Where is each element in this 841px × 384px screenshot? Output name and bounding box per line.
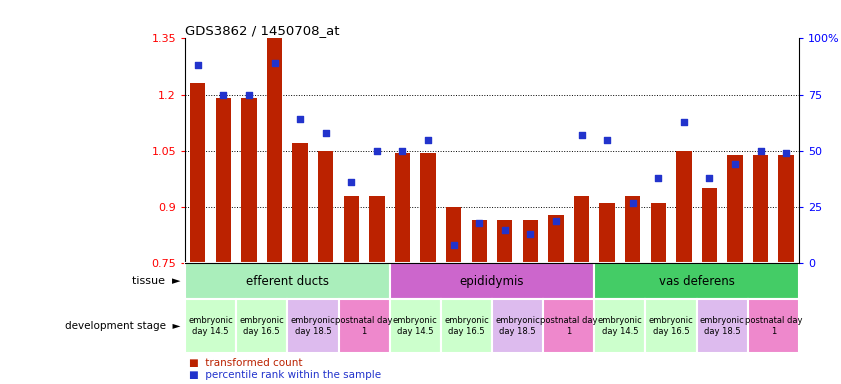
Point <box>728 161 742 167</box>
Text: tissue  ►: tissue ► <box>132 276 181 286</box>
Point <box>549 217 563 223</box>
Bar <box>338 299 389 353</box>
Point <box>626 199 639 205</box>
Point <box>498 227 511 233</box>
Point <box>652 175 665 181</box>
Bar <box>595 299 645 353</box>
Point <box>294 116 307 122</box>
Point <box>370 148 383 154</box>
Text: epididymis: epididymis <box>460 275 524 288</box>
Point <box>600 136 614 142</box>
Text: ■  percentile rank within the sample: ■ percentile rank within the sample <box>189 370 381 380</box>
Bar <box>185 299 236 353</box>
Text: ■  transformed count: ■ transformed count <box>189 358 303 367</box>
Point <box>780 150 793 156</box>
Bar <box>522 220 538 263</box>
Bar <box>595 263 799 299</box>
Point <box>345 179 358 185</box>
Point <box>447 242 460 248</box>
Bar <box>748 299 799 353</box>
Bar <box>190 83 205 263</box>
Bar <box>727 155 743 263</box>
Bar <box>779 155 794 263</box>
Bar <box>600 203 615 263</box>
Bar <box>267 38 283 263</box>
Text: postnatal day
1: postnatal day 1 <box>336 316 393 336</box>
Bar <box>645 299 696 353</box>
Bar <box>651 203 666 263</box>
Bar <box>420 153 436 263</box>
Bar <box>543 299 595 353</box>
Text: embryonic
day 14.5: embryonic day 14.5 <box>188 316 233 336</box>
Text: postnatal day
1: postnatal day 1 <box>744 316 802 336</box>
Bar <box>344 196 359 263</box>
Point <box>217 91 230 98</box>
Text: embryonic
day 16.5: embryonic day 16.5 <box>648 316 694 336</box>
Point <box>524 231 537 237</box>
Bar <box>625 196 640 263</box>
Point <box>319 130 332 136</box>
Point <box>754 148 767 154</box>
Bar <box>701 188 717 263</box>
Point <box>473 220 486 226</box>
Bar <box>293 143 308 263</box>
Bar <box>497 220 512 263</box>
Bar <box>389 299 441 353</box>
Text: embryonic
day 16.5: embryonic day 16.5 <box>240 316 284 336</box>
Point <box>191 62 204 68</box>
Point <box>703 175 717 181</box>
Bar <box>548 215 563 263</box>
Bar <box>369 196 384 263</box>
Bar <box>288 299 338 353</box>
Point <box>242 91 256 98</box>
Text: development stage  ►: development stage ► <box>66 321 181 331</box>
Text: efferent ducts: efferent ducts <box>246 275 329 288</box>
Bar <box>676 151 691 263</box>
Bar <box>441 299 492 353</box>
Bar <box>241 98 257 263</box>
Bar <box>394 153 410 263</box>
Text: embryonic
day 18.5: embryonic day 18.5 <box>700 316 744 336</box>
Point <box>421 136 435 142</box>
Bar <box>185 263 389 299</box>
Point <box>677 119 690 125</box>
Bar <box>753 155 768 263</box>
Bar <box>574 196 590 263</box>
Text: embryonic
day 18.5: embryonic day 18.5 <box>495 316 540 336</box>
Text: embryonic
day 14.5: embryonic day 14.5 <box>393 316 437 336</box>
Bar <box>492 299 543 353</box>
Text: embryonic
day 16.5: embryonic day 16.5 <box>444 316 489 336</box>
Text: GDS3862 / 1450708_at: GDS3862 / 1450708_at <box>185 24 340 37</box>
Bar <box>236 299 288 353</box>
Point <box>396 148 410 154</box>
Point <box>574 132 588 138</box>
Point <box>267 60 281 66</box>
Bar <box>215 98 231 263</box>
Text: vas deferens: vas deferens <box>659 275 734 288</box>
Text: postnatal day
1: postnatal day 1 <box>540 316 597 336</box>
Text: embryonic
day 14.5: embryonic day 14.5 <box>597 316 643 336</box>
Bar <box>318 151 333 263</box>
Bar <box>446 207 461 263</box>
Bar <box>389 263 595 299</box>
Bar <box>696 299 748 353</box>
Bar <box>472 220 487 263</box>
Text: embryonic
day 18.5: embryonic day 18.5 <box>290 316 336 336</box>
